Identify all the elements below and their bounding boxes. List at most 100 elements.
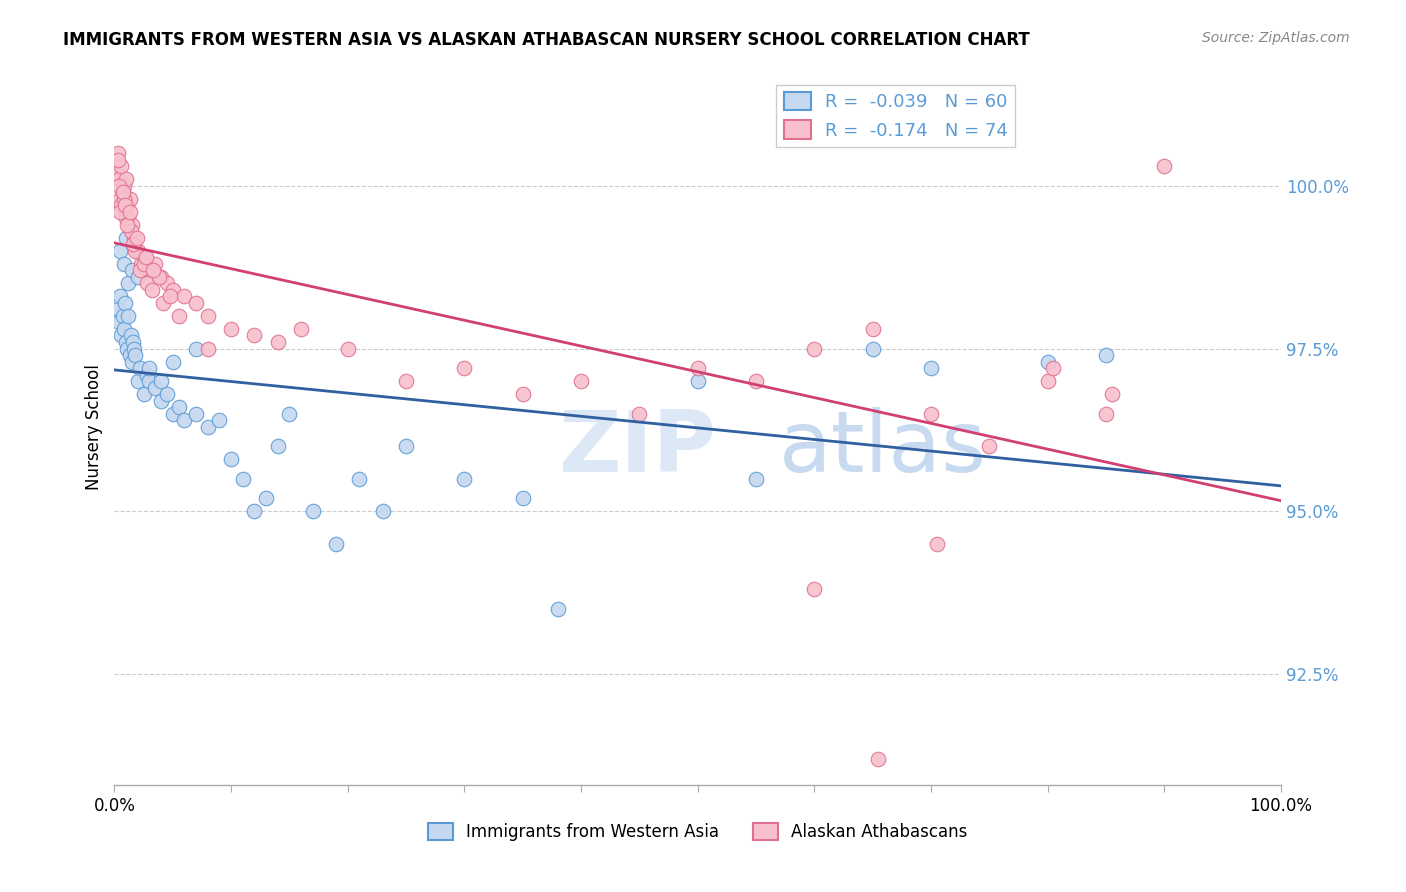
Point <box>453 472 475 486</box>
Point <box>114 296 136 310</box>
Point <box>267 439 290 453</box>
Point <box>1153 159 1175 173</box>
Point <box>184 296 207 310</box>
Point <box>108 315 131 329</box>
Point <box>868 752 890 766</box>
Point <box>254 491 277 506</box>
Point <box>920 407 942 421</box>
Point <box>686 374 709 388</box>
Point <box>110 328 132 343</box>
Point <box>148 269 170 284</box>
Point <box>156 277 179 291</box>
Point <box>105 166 128 180</box>
Point <box>118 204 141 219</box>
Text: atlas: atlas <box>779 407 987 490</box>
Point <box>110 192 132 206</box>
Point <box>152 296 174 310</box>
Point <box>167 309 190 323</box>
Point <box>162 354 184 368</box>
Point <box>219 322 242 336</box>
Point <box>745 472 768 486</box>
Point <box>453 361 475 376</box>
Point <box>219 452 242 467</box>
Point <box>107 146 129 161</box>
Point <box>150 269 173 284</box>
Point <box>107 153 129 167</box>
Point <box>124 244 146 258</box>
Point <box>395 439 418 453</box>
Point <box>803 582 825 597</box>
Point <box>127 244 149 258</box>
Point <box>112 322 135 336</box>
Point <box>173 413 195 427</box>
Legend: R =  -0.039   N = 60, R =  -0.174   N = 74: R = -0.039 N = 60, R = -0.174 N = 74 <box>776 85 1015 147</box>
Point <box>184 342 207 356</box>
Point <box>138 361 160 376</box>
Point <box>1095 348 1118 362</box>
Point <box>395 374 418 388</box>
Point <box>132 387 155 401</box>
Point <box>115 172 138 186</box>
Point <box>121 354 143 368</box>
Point <box>143 380 166 394</box>
Point <box>686 361 709 376</box>
Point <box>118 348 141 362</box>
Text: Source: ZipAtlas.com: Source: ZipAtlas.com <box>1202 31 1350 45</box>
Point <box>122 334 145 349</box>
Point <box>1036 354 1059 368</box>
Point <box>136 368 159 382</box>
Point <box>156 387 179 401</box>
Point <box>197 342 219 356</box>
Point <box>512 387 534 401</box>
Text: ZIP: ZIP <box>558 407 716 490</box>
Point <box>862 342 884 356</box>
Point <box>150 374 173 388</box>
Point <box>925 537 948 551</box>
Point <box>512 491 534 506</box>
Y-axis label: Nursery School: Nursery School <box>86 364 103 490</box>
Point <box>121 263 143 277</box>
Point <box>132 257 155 271</box>
Point <box>173 289 195 303</box>
Point <box>1036 374 1059 388</box>
Point <box>290 322 312 336</box>
Point <box>117 277 139 291</box>
Point <box>267 334 290 349</box>
Point <box>862 322 884 336</box>
Point <box>120 224 142 238</box>
Point <box>136 277 159 291</box>
Point <box>208 413 231 427</box>
Point <box>120 328 142 343</box>
Point <box>150 393 173 408</box>
Point <box>117 218 139 232</box>
Point <box>117 211 139 226</box>
Point <box>745 374 768 388</box>
Point <box>110 159 132 173</box>
Point <box>110 198 132 212</box>
Point <box>127 374 149 388</box>
Point <box>138 374 160 388</box>
Point <box>125 231 148 245</box>
Point <box>371 504 394 518</box>
Point <box>118 192 141 206</box>
Point <box>167 400 190 414</box>
Point <box>197 309 219 323</box>
Point <box>141 283 163 297</box>
Point <box>159 289 181 303</box>
Point <box>112 178 135 193</box>
Point <box>979 439 1001 453</box>
Point <box>1042 361 1064 376</box>
Point <box>117 342 139 356</box>
Point <box>115 211 138 226</box>
Point <box>110 244 132 258</box>
Point <box>111 186 134 200</box>
Point <box>124 348 146 362</box>
Point <box>111 186 134 200</box>
Point <box>232 472 254 486</box>
Point <box>132 251 155 265</box>
Point <box>920 361 942 376</box>
Point <box>349 472 371 486</box>
Point <box>114 198 136 212</box>
Point <box>115 334 138 349</box>
Point <box>117 309 139 323</box>
